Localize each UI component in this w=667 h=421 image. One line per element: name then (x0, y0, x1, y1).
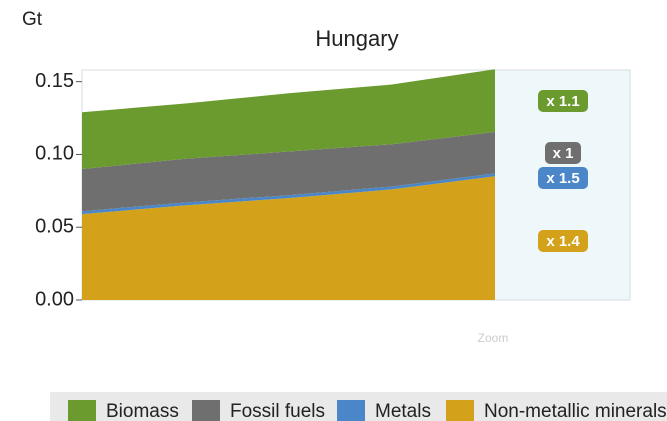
ratio-label: x 1 (553, 145, 574, 162)
ratio-badge (538, 90, 588, 112)
y-tick-label: 0.15 (35, 70, 74, 92)
legend-swatch (446, 400, 474, 421)
legend-swatch (337, 400, 365, 421)
area (82, 173, 495, 215)
legend-label: Biomass (106, 401, 179, 421)
area (82, 69, 495, 169)
area (82, 176, 495, 300)
legend-swatch (192, 400, 220, 421)
legend-swatch (68, 400, 96, 421)
chart-title: Hungary (315, 26, 398, 51)
ratio-label: x 1.4 (546, 233, 580, 250)
legend-label: Metals (375, 401, 431, 421)
legend-label: Fossil fuels (230, 401, 325, 421)
ratio-badge (538, 167, 588, 189)
y-axis-label: Gt (22, 9, 43, 30)
y-tick-label: 0.05 (35, 215, 74, 237)
ratio-badge (545, 142, 581, 164)
ratio-label: x 1.1 (546, 93, 579, 110)
ratio-badge (538, 230, 588, 252)
y-tick-label: 0.10 (35, 143, 74, 165)
y-tick-label: 0.00 (35, 288, 74, 310)
ratio-label: x 1.5 (546, 170, 579, 187)
zoom-label: Zoom (478, 331, 509, 345)
area (82, 131, 495, 212)
legend-label: Non-metallic minerals (484, 401, 667, 421)
